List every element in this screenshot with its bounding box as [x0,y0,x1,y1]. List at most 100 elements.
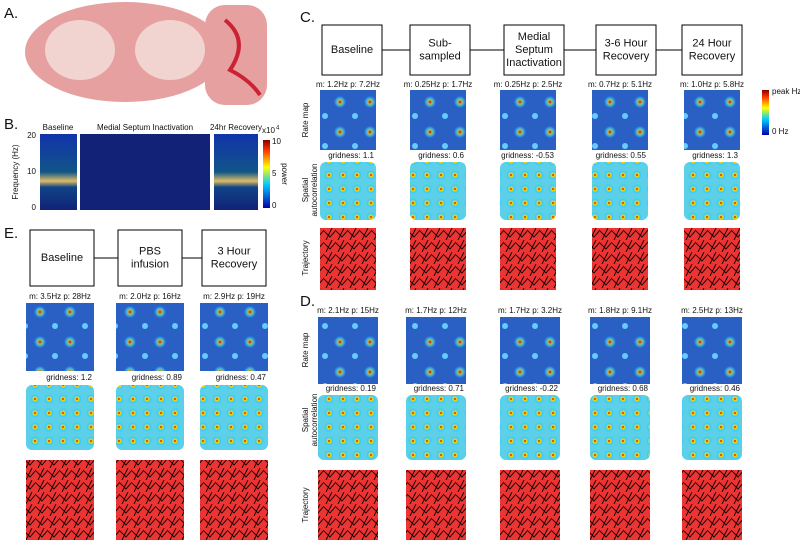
condition-box [681,24,743,76]
trajectory [590,470,650,540]
condition-title: infusion [131,258,169,270]
trajectory [682,470,742,540]
trajectory [684,228,740,290]
row-label: Spatial [301,178,310,203]
colorbar-label: power [280,163,289,185]
row-label: Rate map [301,332,310,367]
colorbar-exponent: 4 [276,126,280,132]
gridness-label: gridness: 0.47 [216,373,267,382]
row-label: Spatial [301,408,310,433]
segment-label: 24hr Recovery [210,123,262,132]
rate-map [116,303,184,371]
trajectory [318,470,378,540]
trajectory [26,460,94,540]
rate-label: m: 3.5Hz p: 28Hz [29,292,91,301]
gridness-label: gridness: 1.1 [328,151,374,160]
rate-label: m: 0.7Hz p: 5.1Hz [588,80,652,89]
autocorrelogram [684,162,740,220]
row-label: autocorrelation [310,164,319,217]
y-tick-label: 0 [32,203,37,212]
panel-label: B. [4,116,18,133]
autocorrelogram [406,395,466,460]
rate-map [200,303,268,371]
autocorrelogram [500,395,560,460]
trajectory [320,228,376,290]
brain-section [25,2,267,105]
condition-title: PBS [139,245,161,257]
condition-box [409,24,471,76]
row-label: autocorrelation [310,394,319,447]
gridness-label: gridness: -0.53 [501,151,554,160]
gridness-label: gridness: 0.68 [598,384,649,393]
rate-map [590,317,650,384]
gridness-label: gridness: 0.71 [414,384,465,393]
rate-label: m: 1.7Hz p: 12Hz [405,306,467,315]
condition-title: 24 Hour [692,37,731,49]
gridness-label: gridness: 0.55 [596,151,647,160]
panel-label: C. [300,9,315,26]
gridness-label: gridness: 0.46 [690,384,741,393]
rate-map [500,90,556,150]
condition-title: 3 Hour [217,245,250,257]
autocorrelogram [682,395,742,460]
panel-label: D. [300,293,315,310]
gridness-label: gridness: 0.19 [326,384,377,393]
colorbar [762,90,769,135]
condition-title: Inactivation [506,57,562,69]
colorbar-scale: x10 [262,126,275,135]
row-label: Trajectory [301,487,310,522]
colorbar-tick: 0 [272,201,277,210]
rate-map [410,90,466,150]
autocorrelogram [318,395,378,460]
rate-map [26,303,94,371]
colorbar-label: peak Hz [772,87,800,96]
condition-box [201,229,267,287]
rate-label: m: 0.25Hz p: 1.7Hz [404,80,472,89]
condition-title: Septum [515,44,553,56]
condition-title: Recovery [689,50,736,62]
rate-label: m: 2.5Hz p: 13Hz [681,306,743,315]
colorbar-tick: 5 [272,169,277,178]
rate-map [682,317,742,384]
autocorrelogram [320,162,376,220]
autocorrelogram [500,162,556,220]
rate-label: m: 1.2Hz p: 7.2Hz [316,80,380,89]
condition-title: sampled [419,50,461,62]
row-label: Rate map [301,102,310,137]
trajectory [592,228,648,290]
rate-label: m: 2.9Hz p: 19Hz [203,292,265,301]
trajectory [200,460,268,540]
rate-label: m: 1.0Hz p: 5.8Hz [680,80,744,89]
gridness-label: gridness: -0.22 [505,384,558,393]
rate-map [500,317,560,384]
rate-label: m: 1.8Hz p: 9.1Hz [588,306,652,315]
rate-map [318,317,378,384]
y-tick-label: 10 [27,167,36,176]
rate-label: m: 2.0Hz p: 16Hz [119,292,181,301]
rate-label: m: 2.1Hz p: 15Hz [317,306,379,315]
gridness-label: gridness: 0.6 [418,151,464,160]
rate-label: m: 0.25Hz p: 2.5Hz [494,80,562,89]
colorbar-label: 0 Hz [772,127,788,136]
gridness-label: gridness: 0.89 [132,373,183,382]
trajectory [500,228,556,290]
panel-label: A. [4,5,18,22]
panel-label: E. [4,225,18,242]
gridness-label: gridness: 1.2 [46,373,92,382]
segment-label: Medial Septum Inactivation [97,123,193,132]
trajectory [410,228,466,290]
colorbar-tick: 10 [272,137,281,146]
trajectory [406,470,466,540]
autocorrelogram [592,162,648,220]
condition-title: Medial [518,31,550,43]
y-tick-label: 20 [27,131,36,140]
trajectory [116,460,184,540]
autocorrelogram [116,385,184,450]
condition-title: 3-6 Hour [605,37,648,49]
condition-title: Recovery [211,258,258,270]
autocorrelogram [26,385,94,450]
axis-label: Frequency (Hz) [11,144,20,199]
condition-title: Baseline [331,44,373,56]
condition-title: Sub- [428,37,452,49]
